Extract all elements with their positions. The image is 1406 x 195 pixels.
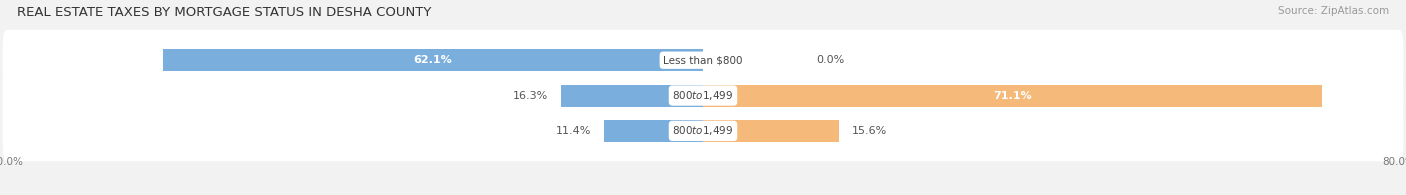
Text: REAL ESTATE TAXES BY MORTGAGE STATUS IN DESHA COUNTY: REAL ESTATE TAXES BY MORTGAGE STATUS IN … xyxy=(17,6,432,19)
FancyBboxPatch shape xyxy=(3,30,1403,91)
Text: 11.4%: 11.4% xyxy=(555,126,591,136)
Text: 15.6%: 15.6% xyxy=(852,126,887,136)
Text: $800 to $1,499: $800 to $1,499 xyxy=(672,124,734,137)
Bar xyxy=(163,49,703,71)
Bar xyxy=(703,120,839,142)
Bar xyxy=(561,85,703,106)
Text: $800 to $1,499: $800 to $1,499 xyxy=(672,89,734,102)
Bar xyxy=(703,85,1322,106)
FancyBboxPatch shape xyxy=(3,65,1403,126)
Bar xyxy=(603,120,703,142)
Text: Less than $800: Less than $800 xyxy=(664,55,742,65)
Text: 71.1%: 71.1% xyxy=(993,90,1032,101)
Text: 0.0%: 0.0% xyxy=(815,55,845,65)
FancyBboxPatch shape xyxy=(3,100,1403,161)
Text: 16.3%: 16.3% xyxy=(513,90,548,101)
Text: Source: ZipAtlas.com: Source: ZipAtlas.com xyxy=(1278,6,1389,16)
Text: 62.1%: 62.1% xyxy=(413,55,453,65)
